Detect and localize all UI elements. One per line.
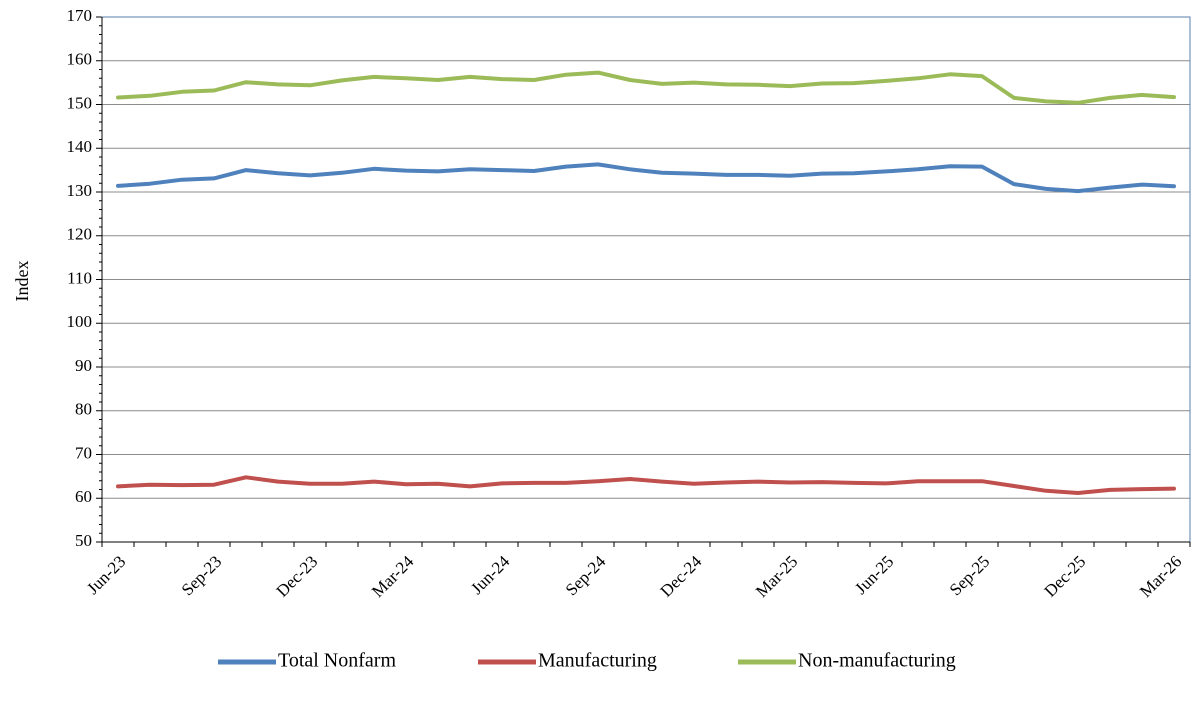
x-tick-label: Mar-26 — [1136, 552, 1185, 601]
y-tick-labels: 50 60 70 80 90 100 110 120 130 140 150 160 170 — [67, 6, 93, 550]
legend-label: Total Nonfarm — [278, 650, 396, 672]
y-tick-label: 50 — [75, 531, 92, 550]
y-tick-label: 60 — [75, 487, 92, 506]
y-tick-label: 160 — [67, 50, 93, 69]
legend: Total Nonfarm Manufacturing Non-manufactur… — [218, 650, 956, 672]
x-tick-label: Mar-24 — [368, 552, 418, 602]
y-tick-label: 80 — [75, 400, 92, 419]
legend-label: Manufacturing — [538, 650, 657, 672]
series-line-total-nonfarm — [116, 162, 1176, 194]
y-tick-label: 170 — [67, 6, 93, 25]
y-tick-label: 130 — [67, 181, 93, 200]
y-tick-label: 120 — [67, 225, 93, 244]
y-tick-label: 150 — [67, 93, 93, 112]
axes — [96, 16, 1191, 547]
x-tick-label: Dec-24 — [657, 552, 706, 601]
y-tick-label: 100 — [67, 312, 93, 331]
series-lines — [116, 70, 1176, 495]
legend-label: Non-manufacturing — [798, 650, 956, 672]
y-tick-label: 110 — [67, 268, 92, 287]
y-tick-label: 70 — [75, 443, 92, 462]
x-tick-labels: Jun-23 Sep-23 Dec-23 Mar-24 Jun-24 Sep-24 Dec-… — [83, 552, 1185, 602]
x-tick-label: Dec-23 — [273, 552, 322, 601]
y-tick-label: 90 — [75, 356, 92, 375]
x-tick-label: Mar-25 — [752, 552, 801, 601]
y-axis-title: Index — [12, 261, 32, 302]
x-tick-label: Sep-23 — [178, 552, 225, 599]
x-tick-label: Dec-25 — [1041, 552, 1090, 601]
series-line-manufacturing — [116, 475, 1176, 495]
series-line-non-manufacturing — [116, 70, 1176, 105]
x-tick-label: Jun-24 — [467, 552, 514, 599]
x-tick-label: Jun-25 — [851, 552, 897, 598]
x-tick-label: Sep-24 — [562, 552, 610, 600]
y-tick-label: 140 — [67, 137, 93, 156]
x-tick-label: Sep-25 — [946, 552, 993, 599]
gridlines — [102, 16, 1190, 543]
x-tick-label: Jun-23 — [83, 552, 129, 598]
